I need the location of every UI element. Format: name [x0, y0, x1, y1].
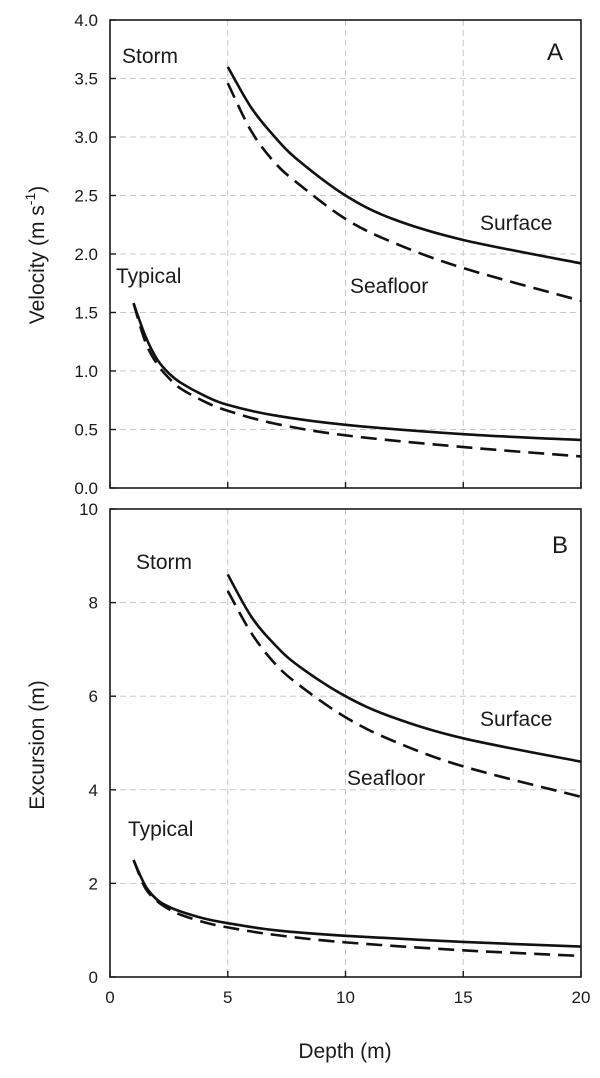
panel-a-series-typical-seafloor — [132, 302, 582, 458]
panel-a-y-tick-label-3.5: 3.5 — [74, 70, 98, 89]
panel-b-series-storm-seafloor — [226, 590, 582, 799]
panel-b-y-axis-title: Excursion (m) — [26, 680, 49, 810]
panel-b-typical-label: Typical — [128, 818, 193, 841]
panel-a-surface-label: Surface — [480, 212, 552, 235]
panel-a-y-tick-label-0.5: 0.5 — [74, 421, 98, 440]
panel-b-ticks: 0 5 10 15 20 0 2 4 6 8 10 — [79, 500, 590, 1007]
panel-b-y-tick-label-8: 8 — [89, 594, 98, 613]
panel-b-y-tick-label-4: 4 — [89, 781, 98, 800]
panel-a-typical-label: Typical — [116, 265, 181, 288]
panel-a-y-tick-label-0.0: 0.0 — [74, 479, 98, 498]
panel-b-y-tick-label-10: 10 — [79, 500, 98, 519]
panel-a-series — [132, 66, 582, 458]
panel-a-series-typical-surface — [132, 302, 582, 442]
panel-a-y-tick-label-1.5: 1.5 — [74, 304, 98, 323]
panel-a-y-tick-label-4.0: 4.0 — [74, 11, 98, 30]
panel-a-y-tick-label-3.0: 3.0 — [74, 128, 98, 147]
x-tick-label-10: 10 — [336, 988, 355, 1007]
panel-a-series-storm-seafloor — [226, 82, 582, 303]
x-tick-label-5: 5 — [223, 988, 232, 1007]
panel-b-letter: B — [552, 532, 568, 559]
panel-a-y-tick-label-2.5: 2.5 — [74, 187, 98, 206]
panel-b-series-typical-seafloor — [132, 859, 582, 958]
panel-b-y-tick-label-6: 6 — [89, 687, 98, 706]
panel-a-seafloor-label: Seafloor — [350, 275, 428, 298]
panel-b-seafloor-label: Seafloor — [347, 767, 425, 790]
x-tick-label-20: 20 — [572, 988, 591, 1007]
panel-b-storm-label: Storm — [136, 551, 192, 574]
x-axis-title: Depth (m) — [298, 1040, 391, 1063]
panel-a-y-tick-label-2.0: 2.0 — [74, 245, 98, 264]
panel-b-series — [132, 573, 582, 958]
panel-a-y-axis-title: Velocity (m s-1) — [22, 186, 49, 324]
panel-a-letter: A — [547, 39, 563, 66]
panel-a-series-storm-surface — [226, 66, 582, 265]
panel-a: 0.0 0.5 1.0 1.5 2.0 2.5 3.0 3.5 4.0 A Storm Typi… — [22, 11, 582, 498]
panel-a-storm-label: Storm — [122, 45, 178, 68]
panel-b-y-tick-label-2: 2 — [89, 874, 98, 893]
panel-b-series-storm-surface — [226, 573, 582, 763]
panel-a-grid — [110, 20, 581, 488]
panel-b-series-typical-surface — [132, 859, 582, 948]
panel-a-y-tick-label-1.0: 1.0 — [74, 362, 98, 381]
x-tick-label-15: 15 — [454, 988, 473, 1007]
x-tick-label-0: 0 — [105, 988, 114, 1007]
panel-a-ticks: 0.0 0.5 1.0 1.5 2.0 2.5 3.0 3.5 4.0 — [74, 11, 582, 498]
panel-b-surface-label: Surface — [480, 708, 552, 731]
panel-b-y-tick-label-0: 0 — [89, 968, 98, 987]
